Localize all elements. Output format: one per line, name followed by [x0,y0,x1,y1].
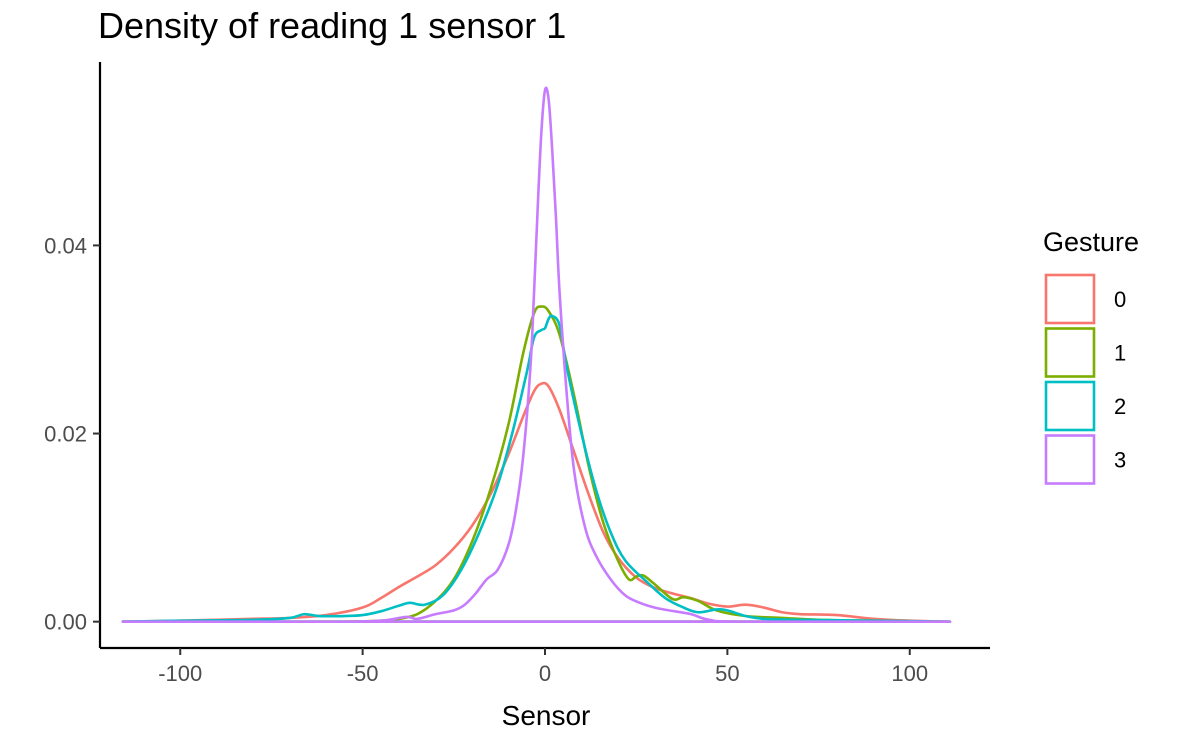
y-tick-label: 0.04 [44,233,87,258]
x-tick-label: -100 [158,661,202,686]
legend-title: Gesture [1043,227,1139,257]
x-axis-title: Sensor [502,700,591,731]
density-line-gesture-3 [121,86,952,623]
density-line-gesture-2 [121,314,952,623]
series-layer [121,86,952,623]
legend-label-gesture-1: 1 [1114,341,1126,366]
density-line-gesture-1 [121,305,952,623]
legend-key-gesture-1 [1044,327,1096,378]
legend-label-gesture-0: 0 [1114,287,1126,312]
legend-label-gesture-3: 3 [1114,448,1126,473]
legend-label-gesture-2: 2 [1114,394,1126,419]
y-axis-ticks: 0.00 0.02 0.04 [44,233,100,635]
x-axis-ticks: -100 -50 0 50 100 [158,648,928,686]
legend-key-gesture-0 [1044,273,1096,325]
y-tick-label: 0.02 [44,422,87,447]
density-line-gesture-0 [121,381,952,623]
chart-title: Density of reading 1 sensor 1 [98,5,566,46]
legend-items: 0 1 2 3 [1044,273,1126,485]
y-tick-label: 0.00 [44,610,87,635]
x-tick-label: 100 [891,661,928,686]
x-tick-label: -50 [347,661,379,686]
plot-area: -100 -50 0 50 100 0.00 0.02 0.04 [44,62,990,686]
legend-key-gesture-2 [1044,380,1096,432]
x-tick-label: 0 [539,661,551,686]
legend-key-gesture-3 [1044,434,1096,485]
legend: Gesture 0 1 2 3 [1043,227,1139,485]
x-tick-label: 50 [715,661,739,686]
